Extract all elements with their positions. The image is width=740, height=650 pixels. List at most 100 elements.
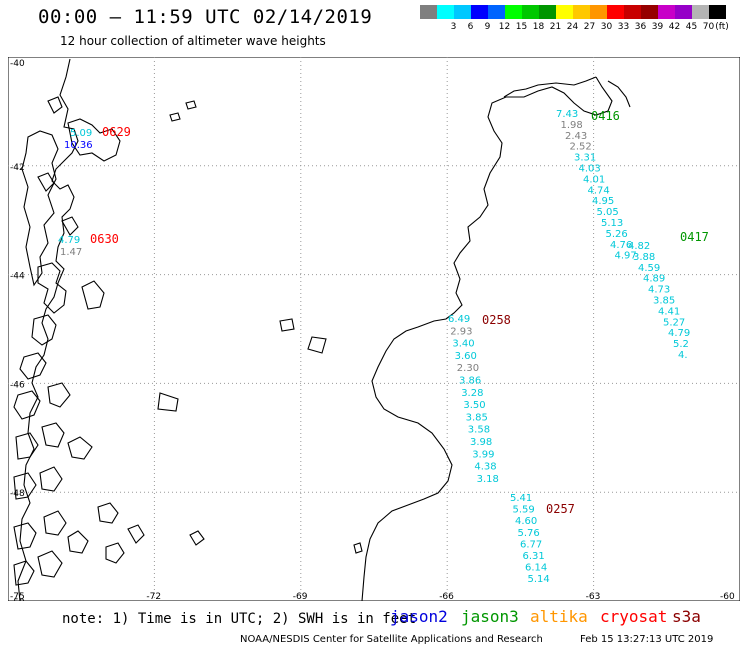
- legend-tick-label: 9: [484, 22, 491, 32]
- wave-height-value: 4.03: [579, 164, 601, 175]
- wave-height-value: 3.85: [653, 296, 675, 307]
- wave-height-value: 4.01: [583, 174, 605, 185]
- wave-height-value: 3.58: [468, 425, 490, 436]
- latitude-label: -48: [10, 489, 25, 499]
- latitude-label: -42: [10, 163, 25, 173]
- coastline: [13, 58, 631, 601]
- legend-tick-label: 39: [651, 22, 664, 32]
- latitude-label: -44: [10, 272, 25, 282]
- wave-height-value: 10.36: [64, 140, 93, 151]
- wave-height-value: 3.85: [466, 412, 488, 423]
- wave-height-value: 4.82: [628, 241, 650, 252]
- wave-height-value: 3.40: [452, 339, 474, 350]
- legend-swatch: [556, 5, 573, 19]
- legend-tick-label: 15: [515, 22, 528, 32]
- legend-tick-label: 12: [498, 22, 511, 32]
- wave-height-value: 4.41: [658, 306, 680, 317]
- wave-height-value: 3.60: [455, 351, 477, 362]
- wave-height-value: 4.79: [668, 328, 690, 339]
- latitude-label: -40: [10, 59, 25, 69]
- credit-text: NOAA/NESDIS Center for Satellite Applica…: [240, 634, 543, 645]
- pass-time-label: 0630: [90, 232, 119, 246]
- pass-time-label: 0417: [680, 230, 709, 244]
- wave-height-value: 3.28: [461, 388, 483, 399]
- wave-height-value: 6.31: [523, 551, 545, 562]
- wave-height-value: 6.49: [448, 314, 470, 325]
- satellite-label: altika: [530, 607, 588, 626]
- legend-swatch: [675, 5, 692, 19]
- axis-labels: -40 -42 -44 -46 -48 -50-75 -72 -69 -66 -63 -60: [10, 59, 735, 601]
- legend-swatch: [454, 5, 471, 19]
- legend-tick-label: 70: [702, 22, 715, 32]
- legend-tick-label: 6: [467, 22, 474, 32]
- wave-height-value: 4.: [678, 350, 688, 361]
- wave-height-value: 4.38: [474, 462, 496, 473]
- wave-height-value: 5.76: [518, 528, 540, 539]
- map-subtitle: 12 hour collection of altimeter wave hei…: [60, 34, 326, 48]
- wave-height-value: 1.47: [60, 247, 82, 258]
- legend-swatch: [522, 5, 539, 19]
- wave-height-value: 3.18: [477, 474, 499, 485]
- legend-swatch: [471, 5, 488, 19]
- satellite-label: s3a: [672, 607, 701, 626]
- wave-height-value: 6.14: [525, 563, 547, 574]
- wave-height-value: 2.52: [570, 142, 592, 153]
- legend-tick-label: 30: [600, 22, 613, 32]
- legend-tick-label: 45: [685, 22, 698, 32]
- longitude-label: -60: [720, 592, 735, 601]
- wave-height-value: 5.26: [606, 229, 628, 240]
- wave-height-value: 7.43: [556, 109, 578, 120]
- longitude-label: -75: [10, 592, 25, 601]
- color-legend-labels: 3 6 9 12 15 18 21 24 27 30 33 36 39 42 45 70 (ft): [420, 22, 740, 36]
- legend-tick-label: 21: [549, 22, 562, 32]
- wave-height-value: 6.77: [520, 539, 542, 550]
- wave-height-map: 7.431.982.432.523.314.034.014.744.955.05…: [8, 57, 740, 601]
- pass-time-label: 0257: [546, 502, 575, 516]
- legend-swatch: [624, 5, 641, 19]
- legend-tick-label: 36: [634, 22, 647, 32]
- wave-height-value: 5.27: [663, 317, 685, 328]
- wave-height-value: 5.13: [601, 218, 623, 229]
- wave-height-value: 4.95: [592, 196, 614, 207]
- footer-note: note: 1) Time is in UTC; 2) SWH is in fe…: [62, 611, 417, 627]
- legend-swatch: [539, 5, 556, 19]
- legend-swatch: [420, 5, 437, 19]
- wave-height-value: 4.74: [588, 185, 610, 196]
- wave-height-value: 4.73: [648, 285, 670, 296]
- timestamp-text: Feb 15 13:27:13 UTC 2019: [580, 634, 714, 645]
- pass-time-label: 0258: [482, 313, 511, 327]
- legend-swatch: [607, 5, 624, 19]
- wave-height-value: 4.59: [638, 263, 660, 274]
- wave-height-value: 5.09: [70, 128, 92, 139]
- wave-height-value: 3.31: [574, 153, 596, 164]
- legend-tick-label: 24: [566, 22, 579, 32]
- longitude-label: -66: [439, 592, 454, 601]
- legend-swatch: [590, 5, 607, 19]
- wave-height-value: 5.59: [513, 505, 535, 516]
- wave-height-value: 1.98: [561, 120, 583, 131]
- legend-tick-label: 33: [617, 22, 630, 32]
- lat-lon-grid: [8, 57, 740, 601]
- legend-swatch: [641, 5, 658, 19]
- legend-tick-label: 18: [532, 22, 545, 32]
- wave-height-value: 5.41: [510, 493, 532, 504]
- legend-unit: (ft): [715, 22, 729, 32]
- legend-tick-label: 27: [583, 22, 596, 32]
- wave-height-value: 3.50: [463, 400, 485, 411]
- legend-swatch: [658, 5, 675, 19]
- legend-swatch: [709, 5, 726, 19]
- wave-height-value: 4.76: [610, 240, 632, 251]
- legend-swatch: [573, 5, 590, 19]
- satellite-label: jason2: [390, 607, 448, 626]
- wave-height-value: 5.05: [597, 207, 619, 218]
- legend-swatch: [692, 5, 709, 19]
- pass-time-label: 0629: [102, 125, 131, 139]
- wave-height-value: 2.93: [450, 326, 472, 337]
- wave-height-value: 5.2: [673, 339, 689, 350]
- satellite-label: jason3: [461, 607, 519, 626]
- wave-height-value: 4.97: [615, 251, 637, 262]
- wave-height-value: 5.14: [528, 574, 550, 585]
- legend-swatch: [505, 5, 522, 19]
- legend-tick-label: 3: [450, 22, 457, 32]
- wave-height-value: 3.88: [633, 252, 655, 263]
